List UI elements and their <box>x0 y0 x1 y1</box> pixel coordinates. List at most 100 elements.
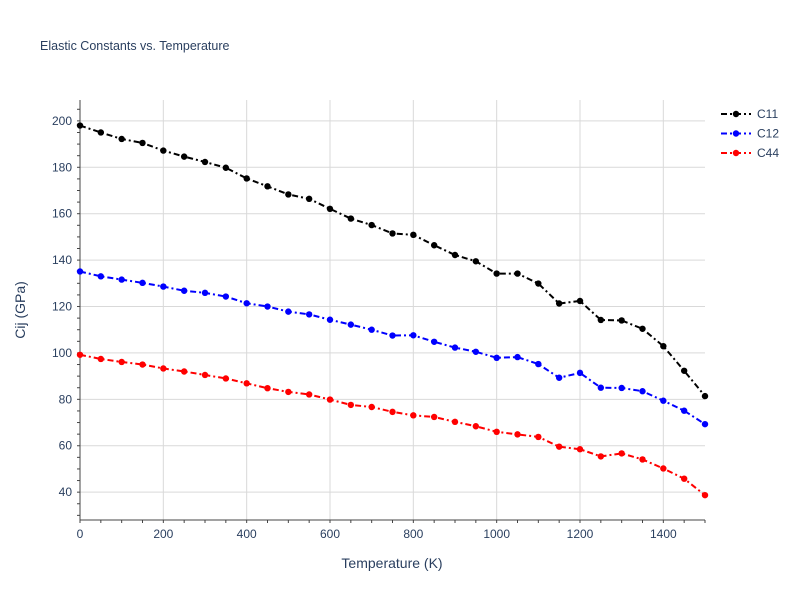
data-point-c12 <box>160 283 167 290</box>
data-point-c44 <box>160 365 167 372</box>
y-tick-label: 160 <box>52 207 72 221</box>
legend-marker-c12 <box>732 130 740 137</box>
x-tick-label: 200 <box>153 527 173 541</box>
y-tick-label: 140 <box>52 253 72 267</box>
data-point-c11 <box>430 242 438 249</box>
data-point-c44 <box>576 446 584 453</box>
data-point-c12 <box>76 268 84 275</box>
data-point-c44 <box>514 431 521 438</box>
legend-item-c44[interactable]: C44 <box>721 146 779 160</box>
data-point-c11 <box>305 195 313 203</box>
series-layer <box>76 122 709 499</box>
data-point-c11 <box>597 316 605 324</box>
data-point-c11 <box>264 183 271 190</box>
data-point-c12 <box>389 332 396 339</box>
data-point-c44 <box>76 351 84 358</box>
data-point-c44 <box>472 423 480 430</box>
data-point-c11 <box>410 231 417 239</box>
y-tick-label: 60 <box>59 439 73 453</box>
data-point-c12 <box>180 287 188 294</box>
y-axis-title: Cij (GPa) <box>12 281 28 339</box>
data-point-c44 <box>222 375 230 382</box>
data-point-c12 <box>597 384 605 391</box>
data-point-c11 <box>576 297 584 305</box>
data-point-c44 <box>180 368 188 375</box>
data-point-c44 <box>264 384 271 392</box>
y-tick-label: 100 <box>52 346 72 360</box>
data-point-c12 <box>493 354 500 362</box>
data-point-c11 <box>160 147 167 154</box>
x-tick-label: 1400 <box>650 527 677 541</box>
x-tick-label: 600 <box>320 527 340 541</box>
legend-label-c12: C12 <box>757 127 779 141</box>
data-point-c11 <box>76 122 84 129</box>
data-point-c44 <box>597 453 605 460</box>
y-tick-label: 180 <box>52 160 72 174</box>
data-point-c12 <box>368 326 375 333</box>
data-point-c12 <box>139 279 146 287</box>
series-line-c44 <box>79 353 706 496</box>
legend-label-c11: C11 <box>757 107 778 121</box>
data-point-c12 <box>201 289 209 297</box>
data-point-c11 <box>389 230 396 237</box>
x-tick-label: 1200 <box>567 527 594 541</box>
x-tick-label: 1000 <box>483 527 510 541</box>
series-c44 <box>76 351 709 499</box>
data-point-c44 <box>639 456 646 463</box>
legend-item-c11[interactable]: C11 <box>721 107 778 121</box>
data-point-c12 <box>222 293 230 300</box>
data-point-c11 <box>347 215 355 222</box>
data-point-c44 <box>680 475 688 482</box>
data-point-c44 <box>701 491 709 499</box>
x-tick-label: 800 <box>403 527 423 541</box>
data-point-c11 <box>639 325 646 332</box>
data-point-c12 <box>576 369 584 377</box>
data-point-c12 <box>535 360 542 368</box>
y-tick-label: 40 <box>59 485 73 499</box>
data-point-c44 <box>347 401 355 409</box>
data-point-c11 <box>555 300 563 307</box>
data-point-c11 <box>180 153 188 160</box>
data-point-c44 <box>410 412 417 419</box>
data-point-c11 <box>472 258 480 265</box>
series-line-c11 <box>79 124 706 397</box>
grid-layer <box>80 100 705 520</box>
legend-marker-c44 <box>732 149 740 157</box>
chart-title: Elastic Constants vs. Temperature <box>40 39 229 53</box>
data-point-c44 <box>97 355 105 363</box>
data-point-c44 <box>118 358 125 366</box>
data-point-c11 <box>118 135 125 143</box>
data-point-c11 <box>326 205 334 213</box>
data-point-c11 <box>514 270 521 277</box>
series-c12 <box>76 268 709 428</box>
data-point-c12 <box>618 384 625 392</box>
legend[interactable]: C11 C12 C44 <box>721 107 779 160</box>
data-point-c12 <box>555 374 563 381</box>
data-point-c12 <box>430 338 438 345</box>
data-point-c11 <box>285 191 292 198</box>
data-point-c44 <box>618 450 625 457</box>
series-line-c12 <box>79 270 706 426</box>
data-point-c12 <box>326 316 334 323</box>
data-point-c44 <box>139 361 146 368</box>
data-point-c44 <box>285 388 292 396</box>
data-point-c11 <box>451 251 459 259</box>
data-point-c44 <box>326 396 334 403</box>
data-point-c11 <box>618 317 625 324</box>
x-tick-label: 400 <box>237 527 257 541</box>
legend-marker-c11 <box>732 110 740 118</box>
data-point-c11 <box>660 342 667 350</box>
data-point-c11 <box>139 139 146 147</box>
data-point-c11 <box>97 129 105 136</box>
data-point-c11 <box>368 221 375 229</box>
data-point-c12 <box>97 273 105 280</box>
data-point-c44 <box>201 371 209 379</box>
data-point-c44 <box>305 391 313 398</box>
data-point-c12 <box>118 276 125 283</box>
data-point-c12 <box>264 303 271 310</box>
legend-item-c12[interactable]: C12 <box>721 127 779 141</box>
data-point-c11 <box>680 367 688 374</box>
data-point-c11 <box>222 164 230 171</box>
x-axis-title: Temperature (K) <box>341 555 442 571</box>
